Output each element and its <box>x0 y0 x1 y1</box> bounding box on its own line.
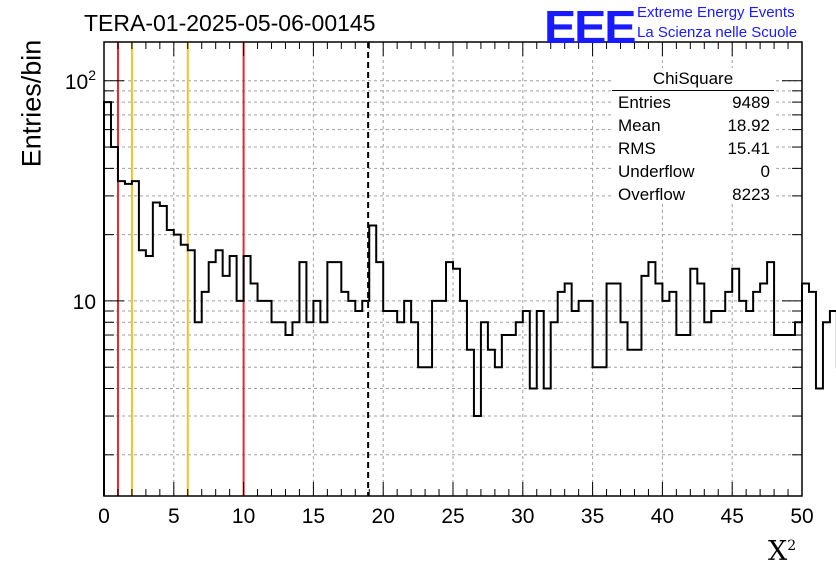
histogram-series <box>103 101 836 496</box>
stat-row: Overflow 8223 <box>618 185 770 204</box>
y-tick-label: 10 <box>73 291 96 314</box>
x-tick-label: 20 <box>372 505 395 528</box>
stat-row: RMS 15.41 <box>618 139 770 158</box>
stat-row: Entries 9489 <box>618 93 770 112</box>
x-tick-label: 10 <box>232 505 255 528</box>
x-axis-label: X2 <box>768 536 797 567</box>
logo-line-1: Extreme Energy Events <box>637 4 795 21</box>
logo-line-2: La Scienza nelle Scuole <box>637 24 798 41</box>
axis-ticks <box>103 42 803 496</box>
stats-box: ChiSquare Entries 9489 Mean 18.92 RMS 15.41… <box>612 68 776 204</box>
histogram-line <box>103 101 836 496</box>
eee-logo: EEE <box>544 1 636 53</box>
y-axis-label: Entries/bin <box>16 39 47 168</box>
x-tick-label: 30 <box>511 505 534 528</box>
x-tick-label: 45 <box>721 505 744 528</box>
stats-title: ChiSquare <box>612 68 774 91</box>
x-tick-label: 35 <box>581 505 604 528</box>
plot-title: TERA-01-2025-05-06-00145 <box>84 10 376 36</box>
y-tick-label: 102 <box>65 67 96 94</box>
reference-lines <box>116 42 370 496</box>
x-tick-label: 50 <box>790 505 813 528</box>
x-tick-label: 5 <box>168 505 180 528</box>
x-tick-label: 25 <box>441 505 464 528</box>
grid <box>104 42 802 496</box>
x-tick-label: 15 <box>302 505 325 528</box>
x-tick-label: 40 <box>651 505 674 528</box>
tick-labels: 0 5 10 15 20 25 30 35 40 45 50 10 102 <box>65 67 814 528</box>
stat-row: Mean 18.92 <box>618 116 770 135</box>
x-tick-label: 0 <box>98 505 110 528</box>
stat-row: Underflow 0 <box>618 162 770 181</box>
